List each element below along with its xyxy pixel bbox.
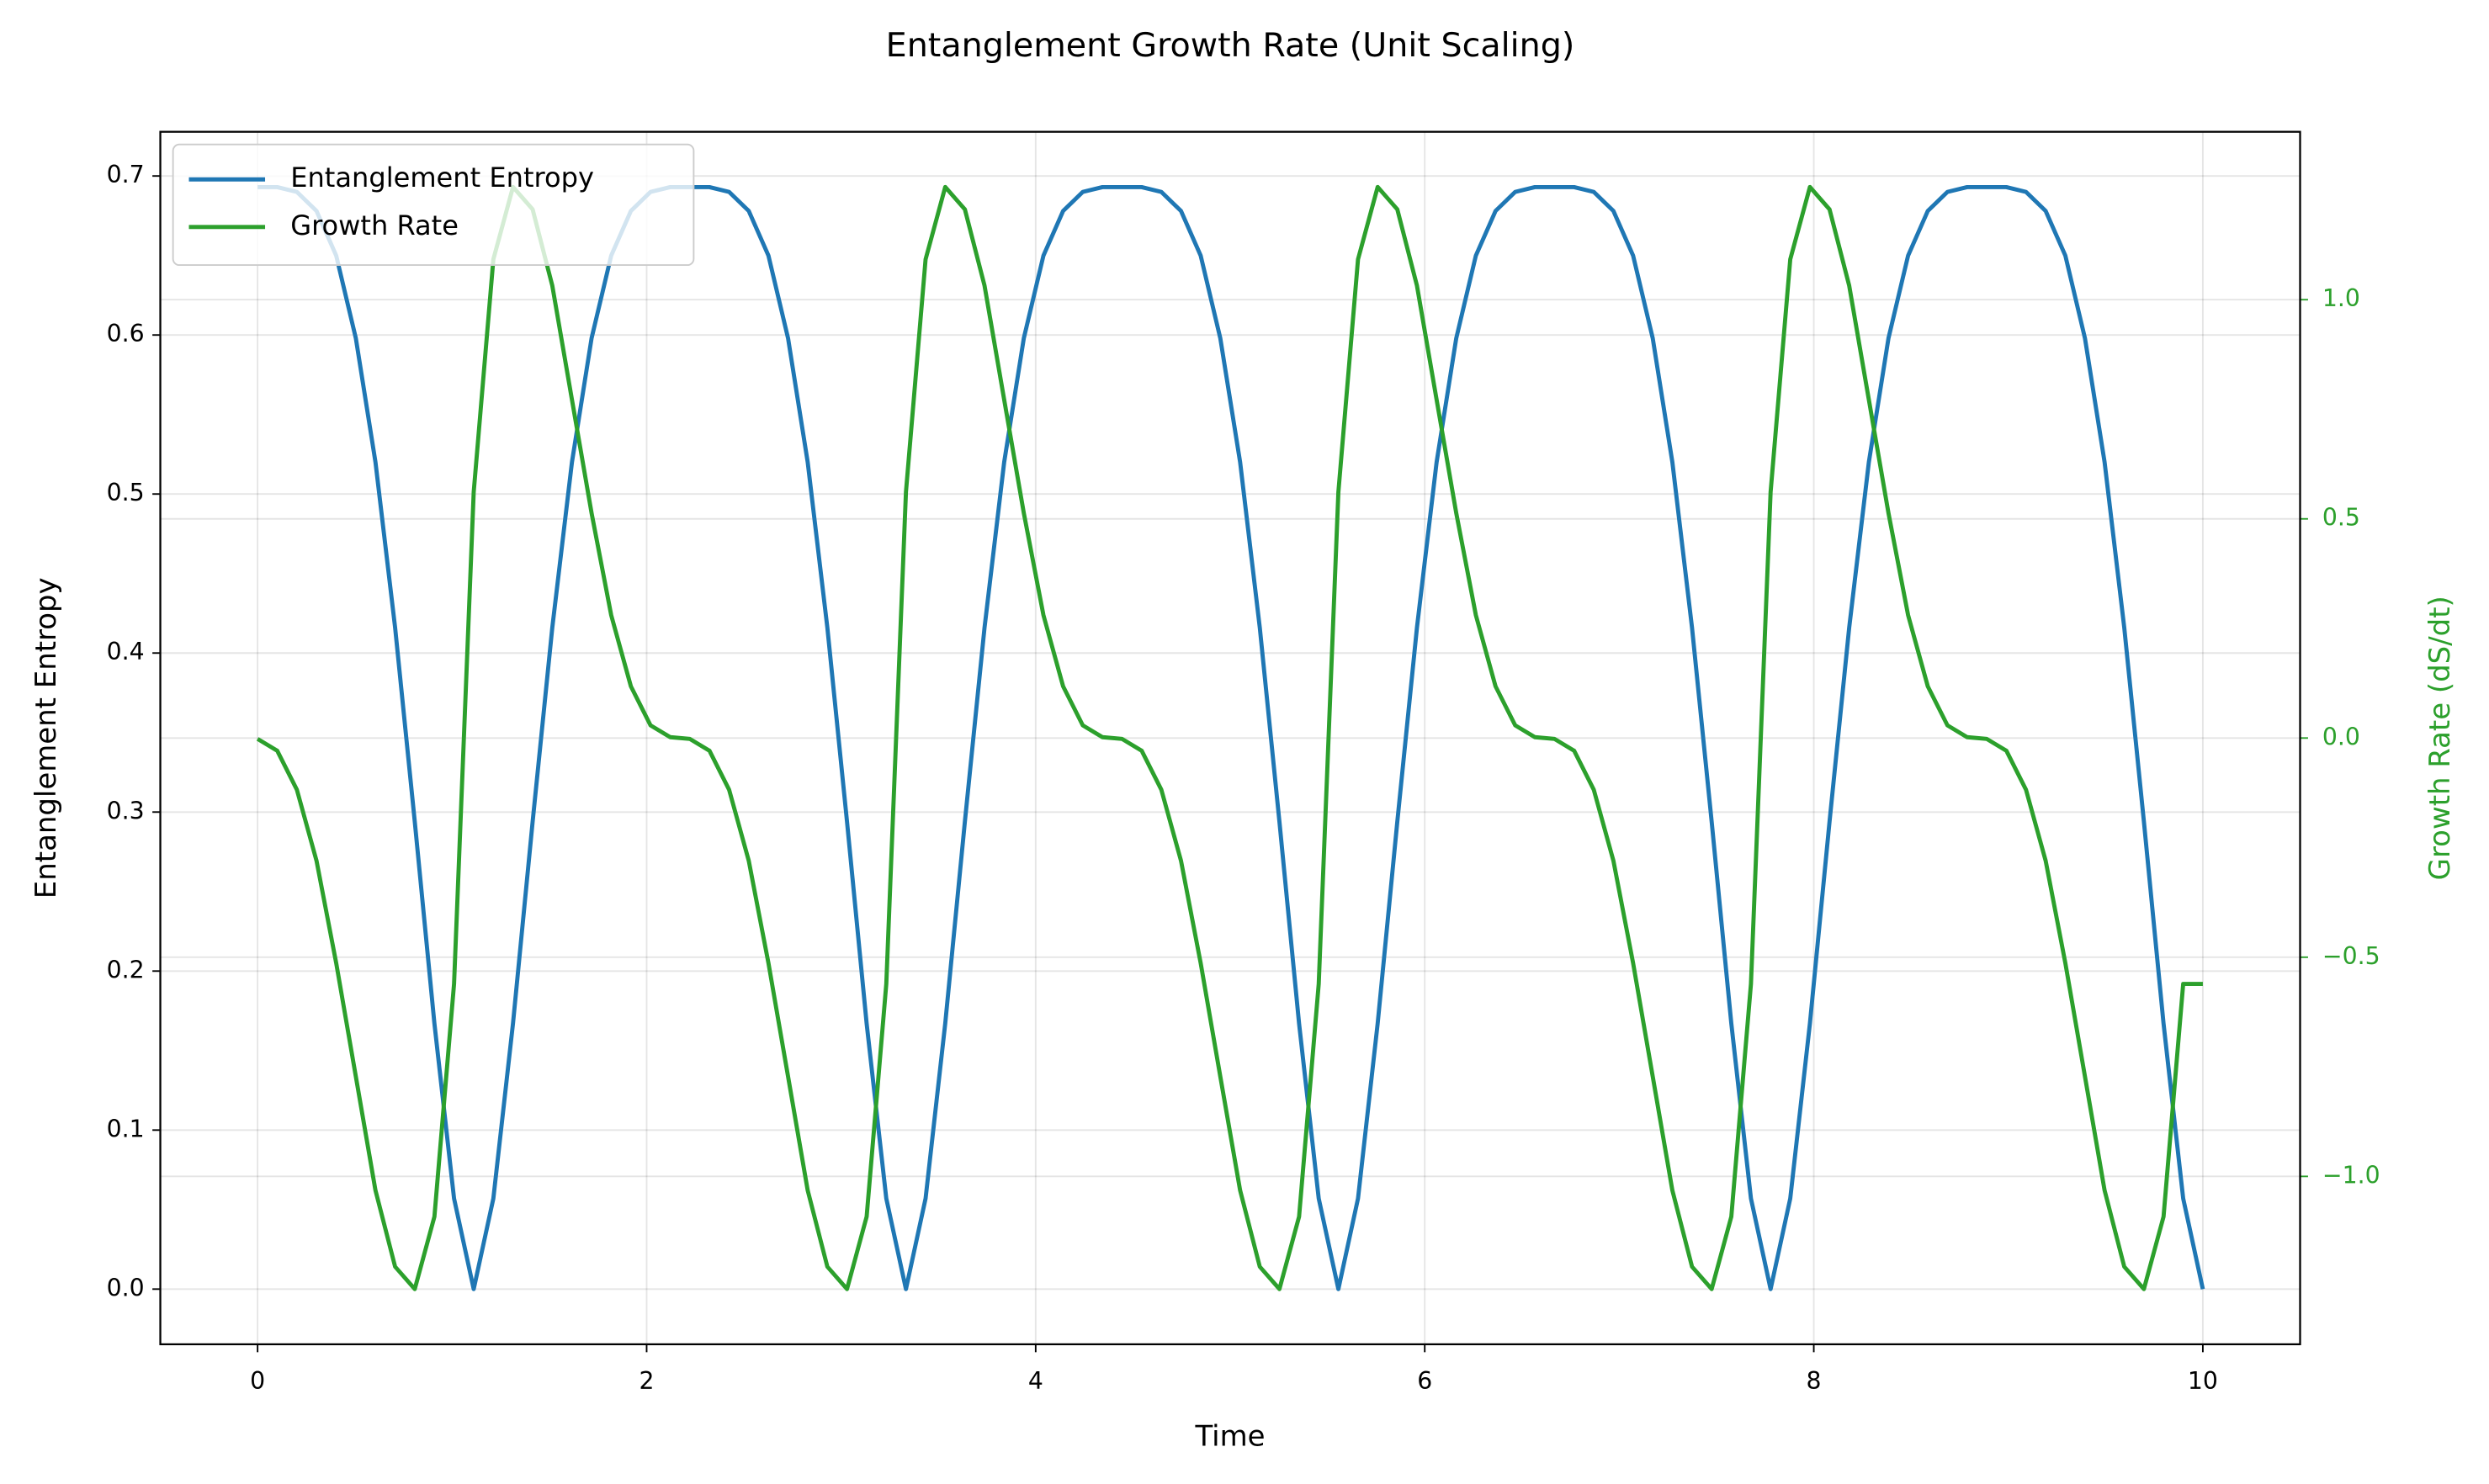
plot-frame bbox=[159, 130, 2301, 1346]
x-tick-label: 2 bbox=[639, 1367, 654, 1395]
y-tick-label: 0.3 bbox=[107, 797, 145, 824]
y-tick-label: 0.5 bbox=[107, 479, 145, 506]
x-tick-label: 6 bbox=[1417, 1367, 1432, 1395]
y-tick-label: 0.0 bbox=[107, 1274, 145, 1301]
y-tick-label: 0.6 bbox=[107, 320, 145, 347]
y2-tick-label: 0.0 bbox=[2322, 723, 2360, 750]
legend-label: Growth Rate bbox=[290, 209, 459, 241]
y-axis-label: Entanglement Entropy bbox=[29, 577, 63, 898]
x-tick-label: 10 bbox=[2188, 1367, 2218, 1395]
y2-tick-label: −0.5 bbox=[2322, 942, 2380, 970]
legend-label: Entanglement Entropy bbox=[290, 162, 594, 193]
y2-axis-label: Growth Rate (dS/dt) bbox=[2423, 596, 2457, 880]
y2-tick-label: 0.5 bbox=[2322, 504, 2360, 532]
y-tick-label: 0.4 bbox=[107, 638, 145, 665]
line-series bbox=[256, 184, 2203, 1291]
y-tick-label: 0.1 bbox=[107, 1115, 145, 1142]
y2-tick-label: 1.0 bbox=[2322, 284, 2360, 312]
x-tick-label: 0 bbox=[250, 1367, 265, 1395]
chart-title: Entanglement Growth Rate (Unit Scaling) bbox=[886, 26, 1575, 65]
x-axis-label: Time bbox=[1194, 1420, 1265, 1454]
x-tick-label: 8 bbox=[1807, 1367, 1822, 1395]
line-series bbox=[257, 184, 2205, 1291]
y-tick-label: 0.2 bbox=[107, 956, 145, 983]
x-tick-label: 4 bbox=[1028, 1367, 1043, 1395]
y2-tick-label: −1.0 bbox=[2322, 1161, 2380, 1189]
legend-box bbox=[172, 143, 695, 267]
y-tick-label: 0.7 bbox=[107, 161, 145, 188]
